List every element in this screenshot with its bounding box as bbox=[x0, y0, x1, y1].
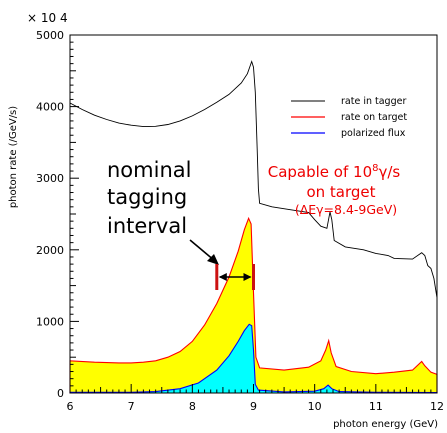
y-tick-label: 0 bbox=[57, 387, 64, 400]
x-tick-label: 7 bbox=[128, 400, 135, 413]
nominal-label-line2: tagging bbox=[107, 185, 187, 209]
interval-arrowhead-right bbox=[243, 273, 252, 282]
capable-note-line3: (ΔEγ=8.4-9GeV) bbox=[295, 202, 397, 217]
y-tick-label: 2000 bbox=[36, 244, 64, 257]
x-tick-label: 6 bbox=[67, 400, 74, 413]
x-tick-label: 9 bbox=[250, 400, 257, 413]
legend-label-tagger: rate in tagger bbox=[341, 96, 406, 107]
y-tick-label: 4000 bbox=[36, 101, 64, 114]
capable-note-unit: γ/s bbox=[379, 163, 401, 181]
x-tick-label: 11 bbox=[369, 400, 383, 413]
tick-labels: 6 7 8 9 10 11 12 0 1000 2000 3000 4000 5000 bbox=[36, 29, 444, 413]
exponent-label: × 10 4 bbox=[27, 11, 68, 25]
nominal-label-line1: nominal bbox=[107, 158, 191, 182]
x-tick-label: 12 bbox=[430, 400, 444, 413]
axis-ticks bbox=[69, 34, 438, 394]
x-tick-label: 10 bbox=[308, 400, 322, 413]
legend-label-polarized: polarized flux bbox=[341, 128, 406, 139]
x-axis-label: photon energy (GeV) bbox=[333, 419, 438, 430]
capable-note-line1: Capable of 108γ/s bbox=[268, 163, 401, 181]
y-axis-label: photon rate (/GeV/s) bbox=[8, 106, 19, 208]
capable-note-base: Capable of 10 bbox=[268, 163, 372, 181]
y-tick-label: 5000 bbox=[36, 29, 64, 42]
x-tick-label: 8 bbox=[189, 400, 196, 413]
nominal-pointer-arrowhead bbox=[207, 254, 219, 265]
capable-note-exponent: 8 bbox=[372, 163, 378, 174]
capable-note-line2: on target bbox=[306, 183, 375, 201]
y-tick-label: 3000 bbox=[36, 172, 64, 185]
interval-arrowhead-left bbox=[218, 273, 227, 282]
y-tick-label: 1000 bbox=[36, 315, 64, 328]
rate-in-tagger-line bbox=[69, 60, 438, 298]
rate-on-target-area bbox=[69, 216, 438, 394]
legend-label-target: rate on target bbox=[341, 112, 407, 123]
legend: rate in tagger rate on target polarized … bbox=[291, 96, 407, 139]
tagging-interval-marker bbox=[215, 264, 255, 291]
nominal-label-line3: interval bbox=[107, 214, 187, 238]
